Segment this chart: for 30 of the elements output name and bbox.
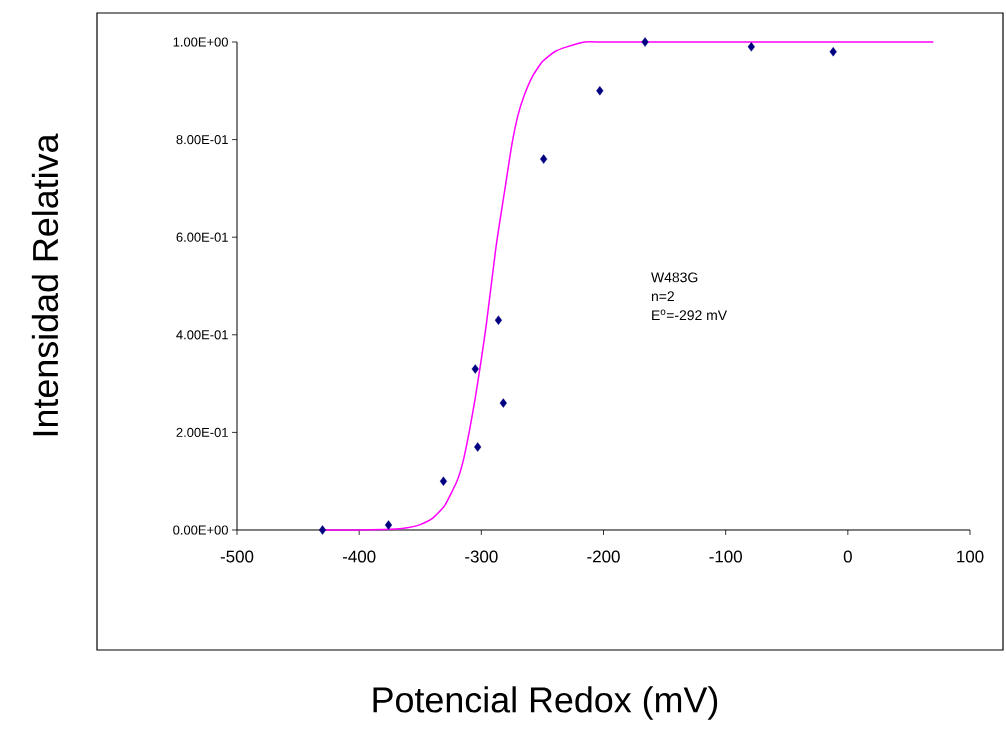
y-tick-label: 8.00E-01 xyxy=(176,135,228,145)
x-tick-label: -500 xyxy=(220,550,254,563)
y-tick-label: 6.00E-01 xyxy=(176,232,228,242)
y-axis-title: Intensidad Relativa xyxy=(31,133,59,436)
y-tick-label: 2.00E-01 xyxy=(176,427,228,437)
point xyxy=(499,398,507,408)
point xyxy=(494,315,503,325)
point xyxy=(439,476,448,486)
x-tick-label: 100 xyxy=(957,550,984,563)
x-axis-title: Potencial Redox (mV) xyxy=(373,686,718,720)
annotation: n=2 xyxy=(651,291,674,302)
y-tick-label: 4.00E-01 xyxy=(176,330,228,340)
annotation: E$^{o}$=-292 mV xyxy=(652,309,728,321)
point xyxy=(829,47,837,57)
point xyxy=(318,525,327,535)
point xyxy=(641,37,649,47)
point xyxy=(384,520,393,530)
y-tick-label: 1.00E+00 xyxy=(173,37,228,47)
x-tick-label: -100 xyxy=(709,550,742,563)
point xyxy=(540,154,548,164)
y-tick-label: 0.00E+00 xyxy=(173,525,228,535)
annotation: W483G xyxy=(651,272,698,283)
point xyxy=(471,364,479,374)
x-tick-label: -300 xyxy=(465,550,498,563)
x-tick-label: -200 xyxy=(587,550,620,563)
x-tick-label: 0 xyxy=(843,550,852,563)
x-tick-label: -400 xyxy=(342,550,376,563)
point xyxy=(596,86,604,96)
point xyxy=(747,42,755,52)
point xyxy=(474,442,482,452)
